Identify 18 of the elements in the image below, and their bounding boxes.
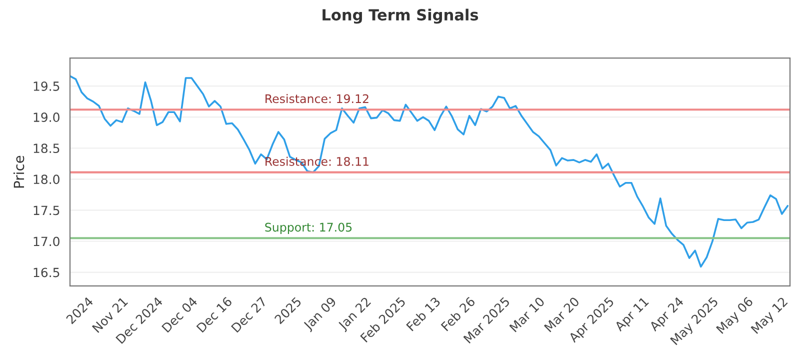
chart-title: Long Term Signals — [322, 8, 478, 24]
y-tick-label: 16.5 — [34, 268, 60, 278]
ref-line-label: Support: 17.05 — [265, 222, 352, 234]
y-tick-label: 18.5 — [34, 144, 60, 154]
x-tick-label: Feb 13 — [406, 296, 441, 332]
line-series — [70, 75, 789, 268]
y-tick-label: 18.0 — [34, 174, 60, 184]
x-tick-label: Dec 27 — [230, 296, 268, 333]
x-tick-label: Jan 09 — [302, 296, 338, 332]
ref-line-label: Resistance: 19.12 — [266, 94, 368, 104]
x-tick-label: Apr 11 — [614, 296, 651, 334]
x-tick-label: Dec 04 — [161, 296, 198, 333]
y-axis-title: Price — [13, 156, 24, 188]
y-tick-label: 17.0 — [34, 236, 60, 246]
y-tick-label: 17.5 — [34, 206, 60, 216]
y-tick-label: 19.5 — [34, 82, 60, 91]
y-tick-label: 19.0 — [34, 112, 60, 122]
x-tick-label: Mar 10 — [509, 296, 546, 332]
